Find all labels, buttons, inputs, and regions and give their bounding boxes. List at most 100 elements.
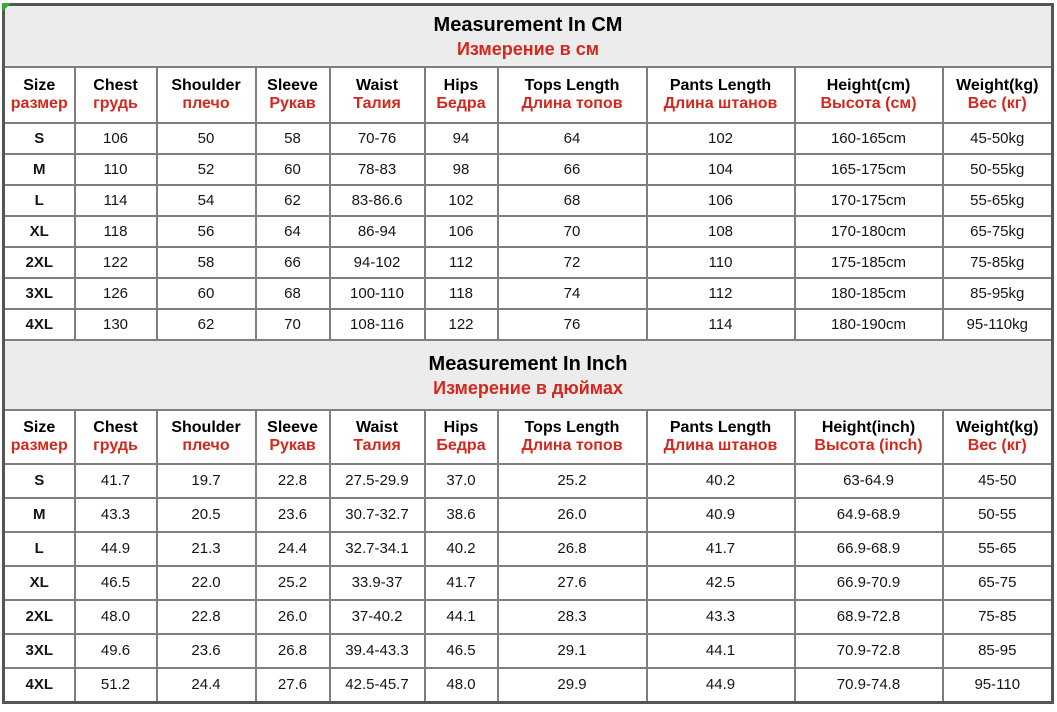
value-cell: 70 [496,215,648,248]
column-header-en: Waist [355,76,399,94]
table-row: L 114 54 62 83-86.6 102 68 106 170-175cm 55-65kg [2,184,1054,217]
value-cell: 32.7-34.1 [328,531,426,567]
column-header-ru: плечо [182,95,230,112]
value-cell: 26.0 [496,497,648,533]
value-cell: 66 [254,246,331,279]
value-cell: 60 [254,153,331,186]
value-cell: 41.7 [73,463,158,499]
column-header-en: Pants Length [669,418,772,436]
column-header-ru: Бедра [436,95,486,112]
value-cell: 126 [73,277,158,310]
column-header-ru: Рукав [269,95,316,112]
value-cell: 68.9-72.8 [793,599,944,635]
value-cell: 25.2 [254,565,331,601]
size-cell: L [2,531,76,567]
value-cell: 180-190cm [793,308,944,341]
value-cell: 44.9 [73,531,158,567]
value-cell: 65-75kg [941,215,1054,248]
column-header-ru: Вес (кг) [967,437,1027,454]
size-chart-sheet: Measurement In CM Измерение в см Size разме… [2,3,1054,704]
column-header: Shoulder плечо [155,409,257,465]
measurement-table: Measurement In CM Измерение в см Size разме… [2,3,1054,704]
column-header-ru: Рукав [269,437,316,454]
column-header-en: Tops Length [524,418,620,436]
value-cell: 114 [73,184,158,217]
value-cell: 24.4 [155,667,257,704]
value-cell: 37-40.2 [328,599,426,635]
value-cell: 104 [645,153,796,186]
column-header-en: Tops Length [524,76,620,94]
table-title-row: Measurement In Inch Измерение в дюймах [2,339,1054,411]
column-header: Shoulder плечо [155,66,257,124]
column-header-ru: Бедра [436,437,486,454]
table-row: L 44.9 21.3 24.4 32.7-34.1 40.2 26.8 41.7 66.9-6… [2,531,1054,567]
column-header-ru: Высота (inch) [814,437,923,454]
value-cell: 64 [254,215,331,248]
column-header-en: Hips [443,76,479,94]
value-cell: 63-64.9 [793,463,944,499]
value-cell: 37.0 [423,463,499,499]
column-header-ru: Талия [353,437,401,454]
table-title-row: Measurement In CM Измерение в см [2,3,1054,68]
size-cell: 4XL [2,667,76,704]
value-cell: 49.6 [73,633,158,669]
column-header-en: Shoulder [171,76,241,94]
size-cell: S [2,463,76,499]
value-cell: 64 [496,122,648,155]
value-cell: 70 [254,308,331,341]
size-cell: 3XL [2,277,76,310]
value-cell: 52 [155,153,257,186]
column-header: Size размер [2,409,76,465]
value-cell: 110 [73,153,158,186]
value-cell: 180-185cm [793,277,944,310]
value-cell: 106 [645,184,796,217]
value-cell: 22.8 [155,599,257,635]
value-cell: 170-180cm [793,215,944,248]
value-cell: 66.9-70.9 [793,565,944,601]
size-cell: S [2,122,76,155]
value-cell: 22.0 [155,565,257,601]
value-cell: 19.7 [155,463,257,499]
value-cell: 66 [496,153,648,186]
column-header: Sleeve Рукав [254,66,331,124]
size-cell: L [2,184,76,217]
value-cell: 112 [423,246,499,279]
column-header-en: Size [23,76,56,94]
table-row: 3XL 49.6 23.6 26.8 39.4-43.3 46.5 29.1 44.1 70.9… [2,633,1054,669]
value-cell: 26.8 [254,633,331,669]
column-header: Tops Length Длина топов [496,409,648,465]
value-cell: 28.3 [496,599,648,635]
value-cell: 160-165cm [793,122,944,155]
column-header-ru: Длина топов [521,437,623,454]
value-cell: 175-185cm [793,246,944,279]
table-title: Measurement In CM Измерение в см [2,3,1054,68]
column-header-en: Sleeve [267,76,318,94]
value-cell: 55-65 [941,531,1054,567]
column-header-ru: Талия [353,95,401,112]
size-cell: 3XL [2,633,76,669]
value-cell: 23.6 [155,633,257,669]
table-row: 3XL 126 60 68 100-110 118 74 112 180-185cm 85-95k… [2,277,1054,310]
column-header-row: Size размер Chest грудь Shoulder плечо Sleeve Р… [2,409,1054,465]
size-cell: 2XL [2,246,76,279]
value-cell: 42.5 [645,565,796,601]
table-title: Measurement In Inch Измерение в дюймах [2,339,1054,411]
value-cell: 58 [254,122,331,155]
value-cell: 51.2 [73,667,158,704]
value-cell: 45-50 [941,463,1054,499]
column-header: Height(inch) Высота (inch) [793,409,944,465]
value-cell: 45-50kg [941,122,1054,155]
table-row: M 43.3 20.5 23.6 30.7-32.7 38.6 26.0 40.9 64.9-6… [2,497,1054,533]
value-cell: 27.6 [496,565,648,601]
column-header: Waist Талия [328,66,426,124]
value-cell: 60 [155,277,257,310]
column-header-en: Hips [443,418,479,436]
table-row: S 41.7 19.7 22.8 27.5-29.9 37.0 25.2 40.2 63-64.… [2,463,1054,499]
table-row: S 106 50 58 70-76 94 64 102 160-165cm 45-50kg [2,122,1054,155]
value-cell: 38.6 [423,497,499,533]
column-header-en: Chest [93,418,138,436]
value-cell: 110 [645,246,796,279]
table-row: 2XL 122 58 66 94-102 112 72 110 175-185cm 75-85kg [2,246,1054,279]
column-header: Height(cm) Высота (см) [793,66,944,124]
value-cell: 62 [254,184,331,217]
